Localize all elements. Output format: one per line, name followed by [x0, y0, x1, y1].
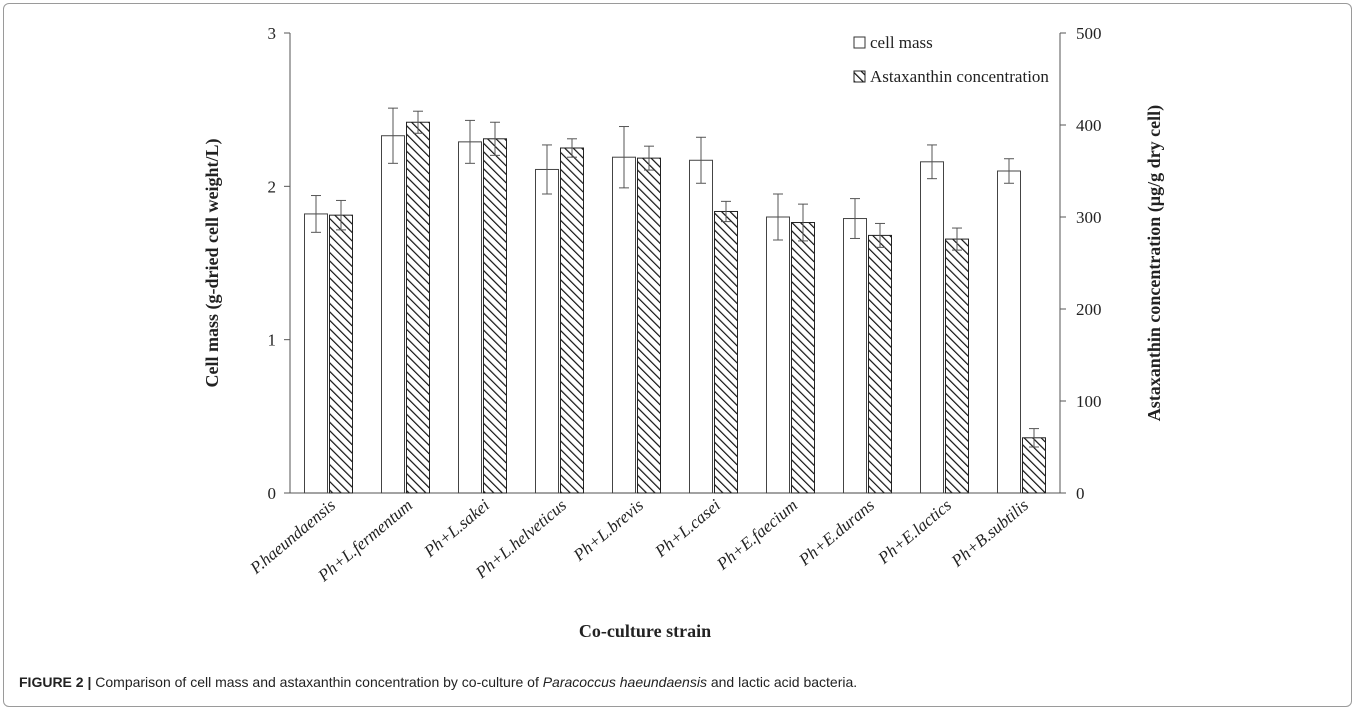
astaxanthin-bar [714, 210, 738, 494]
bars [304, 107, 1046, 494]
caption-text-end: and lactic acid bacteria. [706, 674, 858, 690]
astaxanthin-bar [868, 234, 892, 494]
right-tick-label: 300 [1076, 208, 1102, 227]
caption-species: Paracoccus haeundaensis [542, 674, 707, 690]
category-label: Ph+L.casei [651, 495, 725, 561]
legend: cell mass Astaxanthin concentration [853, 33, 1049, 86]
figure-frame [3, 3, 1352, 707]
right-tick-label: 400 [1076, 116, 1102, 135]
astaxanthin-bar [945, 238, 969, 494]
legend-swatch-astaxanthin [853, 70, 866, 83]
right-tick-label: 0 [1076, 484, 1085, 503]
astaxanthin-bar [483, 138, 507, 494]
astaxanthin-bar [637, 157, 661, 494]
cell-mass-bar [766, 216, 790, 494]
cell-mass-bar [535, 168, 559, 494]
category-label: Ph+B.subtilis [947, 495, 1032, 571]
left-tick-label: 1 [268, 331, 277, 350]
cell-mass-bar [458, 141, 482, 494]
category-label: Ph+L.brevis [569, 495, 647, 565]
left-tick-label: 0 [268, 484, 277, 503]
y2-axis-title: Astaxanthin concentration (µg/g dry cell… [1144, 105, 1165, 421]
caption-label: FIGURE 2 | [19, 674, 92, 690]
astaxanthin-bar [791, 222, 815, 494]
cell-mass-bar [843, 218, 867, 494]
astaxanthin-bar [406, 121, 430, 494]
category-label: Ph+E.lactics [874, 495, 956, 568]
cell-mass-bar [612, 156, 636, 494]
right-tick-label: 100 [1076, 392, 1102, 411]
legend-label-astaxanthin: Astaxanthin concentration [870, 67, 1049, 86]
astaxanthin-bar [329, 214, 353, 494]
legend-swatch-cell-mass [853, 36, 866, 49]
category-label: Ph+E.faecium [712, 496, 801, 575]
figure-caption: FIGURE 2 | Comparison of cell mass and a… [19, 674, 1339, 690]
category-label: Ph+E.durans [794, 495, 878, 570]
astaxanthin-bar [560, 147, 584, 494]
legend-label-cell-mass: cell mass [870, 33, 933, 52]
left-tick-label: 2 [268, 177, 277, 196]
cell-mass-bar [997, 170, 1021, 494]
right-tick-label: 200 [1076, 300, 1102, 319]
cell-mass-bar [304, 213, 328, 494]
cell-mass-bar [381, 135, 405, 494]
category-label: Ph+L.sakei [420, 495, 494, 561]
right-tick-label: 500 [1076, 24, 1102, 43]
caption-text: Comparison of cell mass and astaxanthin … [91, 674, 543, 690]
cell-mass-bar [689, 159, 713, 494]
left-tick-label: 3 [268, 24, 277, 43]
cell-mass-bar [920, 161, 944, 494]
x-axis-title: Co-culture strain [579, 621, 711, 641]
y-axis-title: Cell mass (g-dried cell weight/L) [202, 139, 223, 388]
